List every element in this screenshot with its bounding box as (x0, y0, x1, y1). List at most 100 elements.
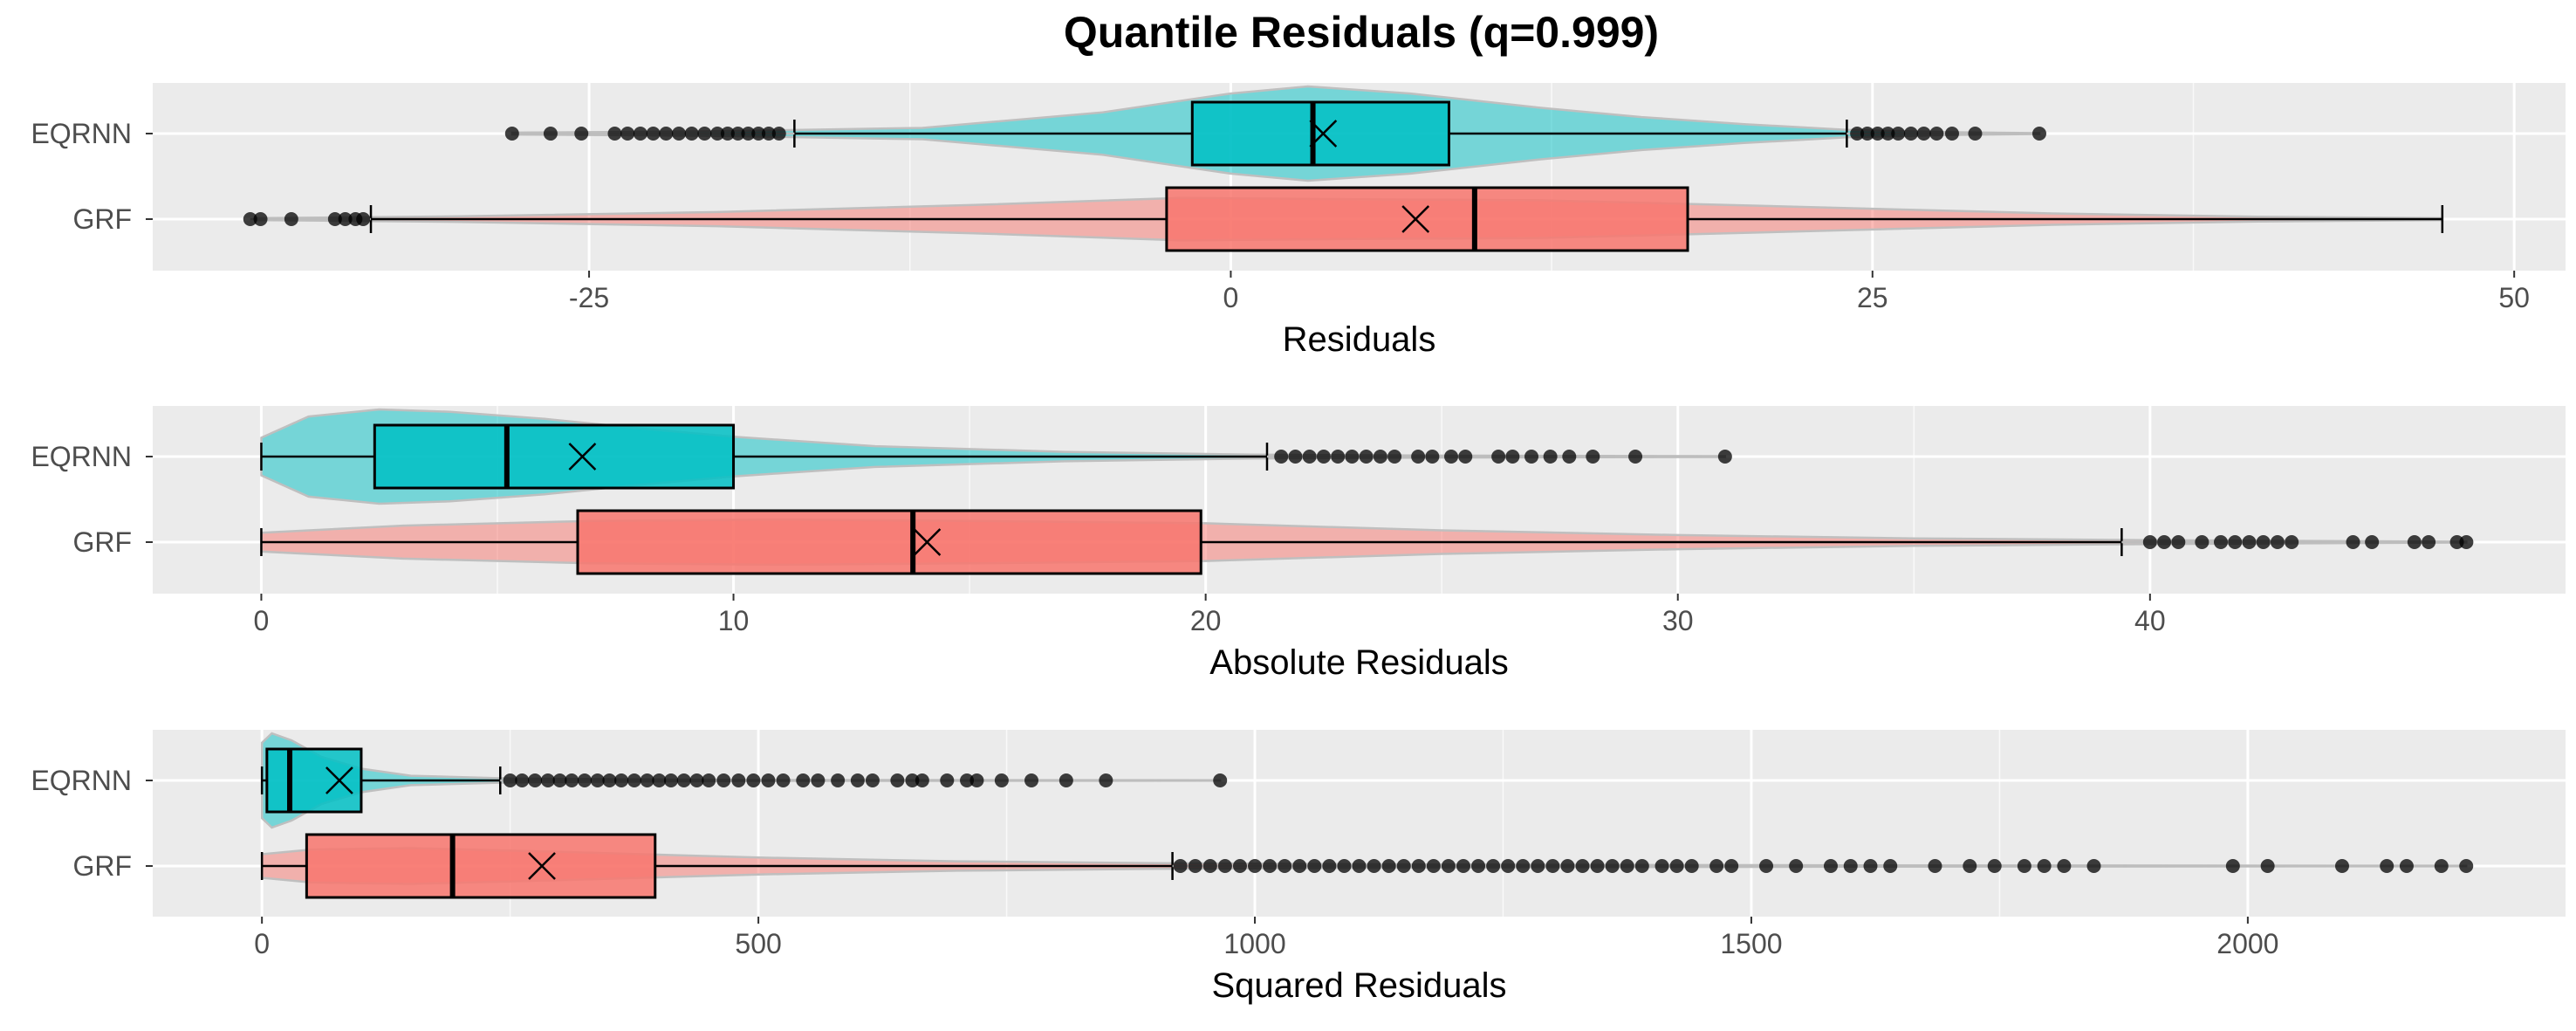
outlier-point (746, 773, 761, 787)
outlier-point (1850, 127, 1865, 141)
outlier-point (1724, 859, 1739, 873)
outlier-point (1516, 859, 1531, 873)
panel-3: 0 500 1000 1500 2000 Squared Residuals EQRNN GR… (31, 730, 2566, 1005)
x-tick-label: 10 (718, 605, 750, 636)
outlier-point (1684, 859, 1699, 873)
x-tick-label: 0 (1223, 282, 1239, 313)
outlier-point (716, 773, 731, 787)
outlier-point (1903, 127, 1918, 141)
outlier-point (1359, 450, 1374, 464)
outlier-point (1929, 127, 1944, 141)
outlier-point (1441, 859, 1456, 873)
outlier-point (730, 127, 745, 141)
outlier-point (1870, 127, 1885, 141)
outlier-point (543, 127, 558, 141)
box-iqr (265, 747, 363, 814)
x-tick-label: 20 (1190, 605, 1222, 636)
outlier-point (761, 773, 776, 787)
box-iqr (1165, 186, 1689, 252)
outlier-point (672, 127, 687, 141)
outlier-point (1217, 859, 1232, 873)
x-tick-label: 0 (254, 928, 270, 959)
outlier-point (1248, 859, 1263, 873)
outlier-point (1944, 127, 1959, 141)
y-tick-label: GRF (72, 203, 132, 235)
outlier-point (940, 773, 955, 787)
outlier-point (1345, 450, 1360, 464)
outlier-point (1331, 450, 1346, 464)
outlier-point (2380, 859, 2394, 873)
chart-title: Quantile Residuals (q=0.999) (1064, 8, 1659, 57)
x-axis-title: Squared Residuals (1212, 966, 1507, 1005)
outlier-point (1717, 450, 1732, 464)
outlier-point (1987, 859, 2002, 873)
outlier-point (1634, 859, 1649, 873)
outlier-point (640, 773, 654, 787)
outlier-point (1274, 450, 1289, 464)
outlier-point (1426, 859, 1441, 873)
outlier-point (1863, 859, 1878, 873)
outlier-point (915, 773, 929, 787)
outlier-point (2157, 535, 2172, 549)
outlier-point (1963, 859, 1977, 873)
outlier-point (1232, 859, 1247, 873)
y-tick-label: GRF (72, 526, 132, 558)
x-tick-label: -25 (569, 282, 609, 313)
outlier-point (2171, 535, 2186, 549)
outlier-point (1759, 859, 1774, 873)
outlier-point (1099, 773, 1113, 787)
outlier-point (710, 127, 725, 141)
outlier-point (1387, 450, 1402, 464)
outlier-point (1628, 450, 1643, 464)
outlier-point (2195, 535, 2209, 549)
outlier-point (652, 773, 667, 787)
outlier-point (2334, 859, 2349, 873)
outlier-point (243, 212, 257, 226)
outlier-point (1620, 859, 1634, 873)
y-tick-label: GRF (72, 850, 132, 882)
outlier-point (2399, 859, 2414, 873)
y-tick-label: EQRNN (31, 118, 132, 149)
outlier-point (1263, 859, 1278, 873)
outlier-point (614, 773, 629, 787)
outlier-point (1367, 859, 1381, 873)
outlier-point (659, 127, 674, 141)
outlier-point (2285, 535, 2299, 549)
mean-marker (325, 766, 353, 794)
outlier-point (771, 127, 786, 141)
outlier-point (2037, 859, 2052, 873)
outlier-point (577, 773, 592, 787)
outlier-point (890, 773, 905, 787)
outlier-point (2031, 127, 2046, 141)
outlier-point (1425, 450, 1440, 464)
outlier-point (731, 773, 746, 787)
series-eqrnn: EQRNN (31, 732, 1228, 829)
outlier-point (338, 212, 353, 226)
outlier-point (515, 773, 530, 787)
outlier-point (865, 773, 880, 787)
outlier-point (1505, 450, 1520, 464)
outlier-point (960, 773, 975, 787)
outlier-point (1024, 773, 1039, 787)
outlier-point (1590, 859, 1605, 873)
series-eqrnn: EQRNN (31, 85, 2046, 182)
outlier-point (2242, 535, 2257, 549)
outlier-point (602, 773, 617, 787)
outlier-point (646, 127, 661, 141)
x-tick-label: 1500 (1720, 928, 1782, 959)
outlier-point (1669, 859, 1684, 873)
outlier-point (1891, 127, 1906, 141)
outlier-point (796, 773, 811, 787)
outlier-point (1843, 859, 1858, 873)
outlier-point (994, 773, 1009, 787)
y-tick-label: EQRNN (31, 765, 132, 796)
box-iqr (576, 509, 1202, 575)
outlier-point (1458, 450, 1473, 464)
outlier-point (2214, 535, 2228, 549)
outlier-point (1471, 859, 1486, 873)
outlier-point (2017, 859, 2031, 873)
outlier-point (1501, 859, 1516, 873)
box-iqr (305, 833, 657, 899)
outlier-point (1302, 450, 1317, 464)
